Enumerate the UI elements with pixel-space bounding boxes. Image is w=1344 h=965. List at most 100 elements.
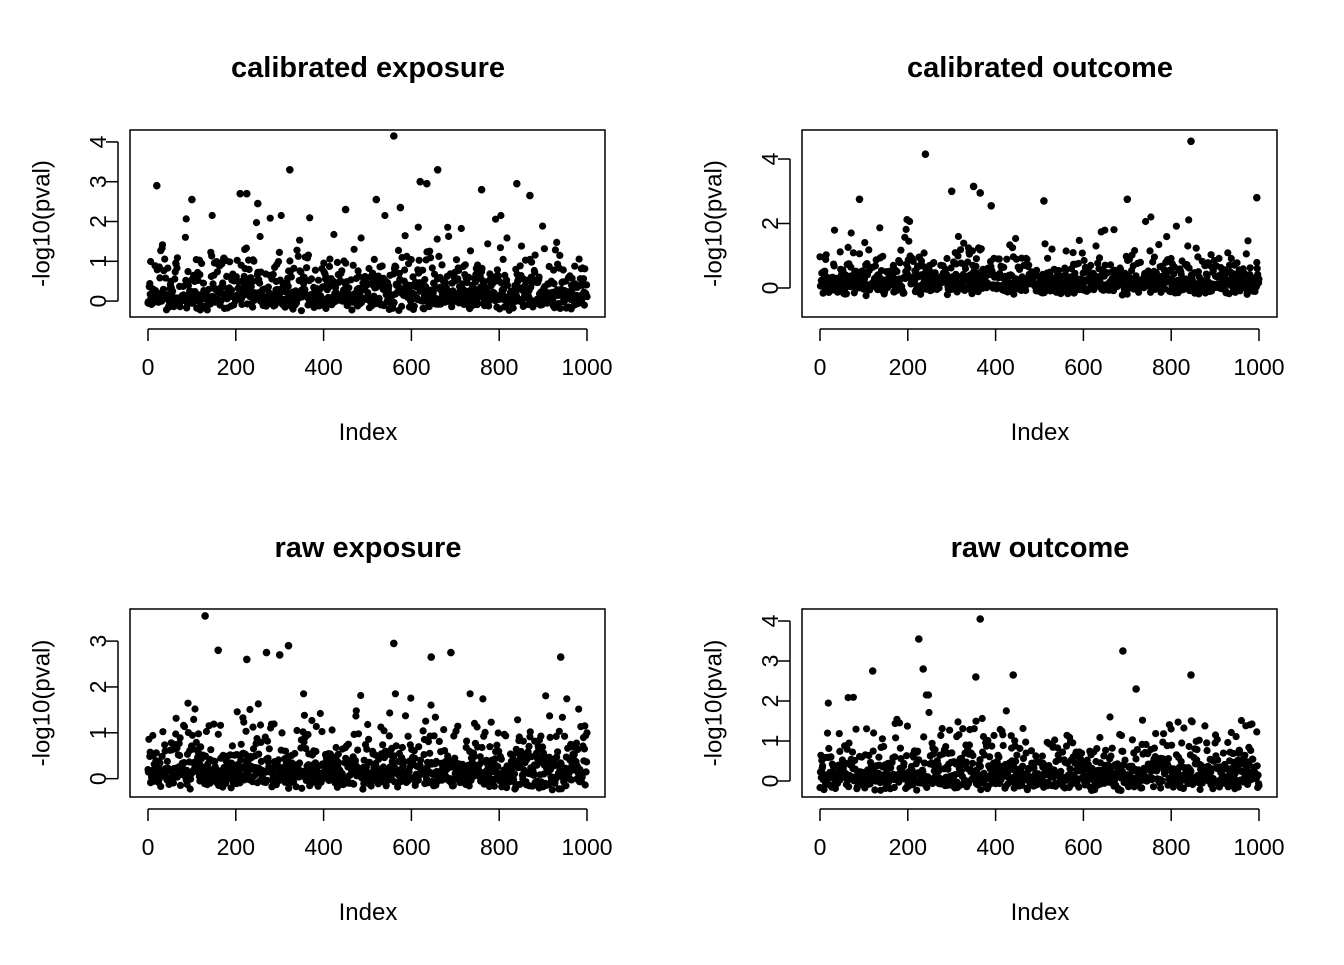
data-point — [1038, 752, 1046, 760]
data-point — [1108, 744, 1116, 752]
data-point — [497, 279, 505, 287]
data-point — [303, 264, 311, 272]
data-point — [390, 132, 398, 140]
data-point — [976, 756, 984, 764]
data-point — [1153, 765, 1161, 774]
y-tick-label: 0 — [85, 295, 111, 308]
data-point — [876, 224, 884, 232]
data-point — [580, 745, 589, 753]
data-point — [236, 189, 244, 198]
y-tick-label: 4 — [757, 614, 783, 627]
data-point — [181, 233, 189, 241]
data-point — [503, 281, 512, 289]
data-point — [188, 731, 196, 739]
data-point — [176, 751, 184, 760]
y-tick-label: 1 — [757, 735, 783, 748]
data-point — [1155, 241, 1163, 249]
data-point — [868, 667, 877, 675]
data-point — [1152, 730, 1160, 738]
data-point — [1201, 722, 1209, 730]
data-point — [275, 248, 283, 256]
y-axis-label: -log10(pval) — [29, 640, 56, 767]
data-point — [385, 282, 393, 290]
data-point — [159, 285, 167, 293]
data-point — [855, 195, 864, 204]
data-point — [1246, 264, 1254, 272]
y-tick-label: 3 — [85, 175, 111, 188]
data-point — [1093, 745, 1101, 753]
data-point — [164, 264, 172, 272]
data-point — [965, 741, 974, 749]
data-point — [465, 273, 473, 281]
data-point — [308, 716, 316, 725]
data-point — [146, 280, 154, 288]
data-point — [1123, 195, 1132, 204]
data-point — [822, 251, 830, 259]
data-point — [156, 759, 164, 767]
x-tick-label: 800 — [480, 354, 518, 380]
data-point — [903, 752, 911, 760]
data-point — [431, 713, 439, 721]
data-point — [900, 759, 908, 768]
data-point — [407, 256, 415, 264]
data-point — [968, 759, 977, 767]
data-point — [972, 717, 980, 725]
data-point — [153, 181, 161, 190]
data-point — [1149, 783, 1158, 791]
data-point — [227, 784, 235, 792]
data-point — [582, 768, 590, 776]
data-point — [920, 249, 928, 257]
data-point — [494, 729, 502, 737]
y-tick-label: 2 — [85, 681, 111, 694]
data-point — [208, 252, 216, 260]
y-tick-label: 0 — [757, 775, 783, 788]
data-point — [1044, 254, 1052, 262]
data-point — [581, 265, 589, 273]
data-point — [326, 255, 334, 263]
data-point — [291, 749, 299, 758]
x-tick-label: 1000 — [1233, 354, 1284, 380]
data-point — [157, 782, 165, 791]
data-point — [934, 761, 942, 769]
data-point — [1203, 272, 1211, 280]
data-point — [254, 700, 262, 708]
data-point — [544, 759, 552, 767]
data-point — [938, 725, 946, 733]
x-tick-label: 600 — [392, 354, 430, 380]
data-point — [227, 286, 236, 294]
data-point — [1027, 747, 1035, 755]
x-tick-label: 1000 — [561, 834, 612, 860]
x-axis-label: Index — [339, 419, 398, 446]
data-point — [1229, 749, 1238, 758]
data-point — [957, 246, 965, 254]
data-point — [320, 259, 328, 267]
data-point — [1069, 739, 1077, 747]
panel-4: raw outcome 0 200 400 600 800 1000 Index 0 1 2 3 4 -l… — [701, 532, 1285, 926]
data-point — [1132, 755, 1140, 763]
data-point — [180, 723, 189, 731]
x-tick-label: 600 — [392, 834, 430, 860]
data-point — [454, 722, 462, 730]
data-point — [1227, 728, 1235, 737]
data-point — [240, 272, 248, 280]
data-point — [238, 300, 246, 308]
data-point — [284, 641, 293, 650]
data-point — [964, 258, 972, 266]
data-point — [913, 786, 921, 794]
x-tick-label: 800 — [1152, 354, 1190, 380]
data-point — [441, 747, 449, 755]
data-point — [960, 239, 968, 247]
x-tick-label: 400 — [304, 834, 342, 860]
data-point — [292, 783, 300, 791]
data-point — [556, 251, 564, 259]
y-tick-label: 2 — [757, 695, 783, 708]
data-point — [184, 699, 192, 707]
data-point — [844, 243, 852, 251]
data-point — [246, 705, 254, 714]
x-tick-label: 400 — [976, 834, 1014, 860]
data-point — [559, 266, 567, 274]
data-point — [866, 780, 874, 788]
data-point — [997, 776, 1005, 784]
data-point — [297, 307, 305, 315]
data-point — [370, 255, 378, 263]
